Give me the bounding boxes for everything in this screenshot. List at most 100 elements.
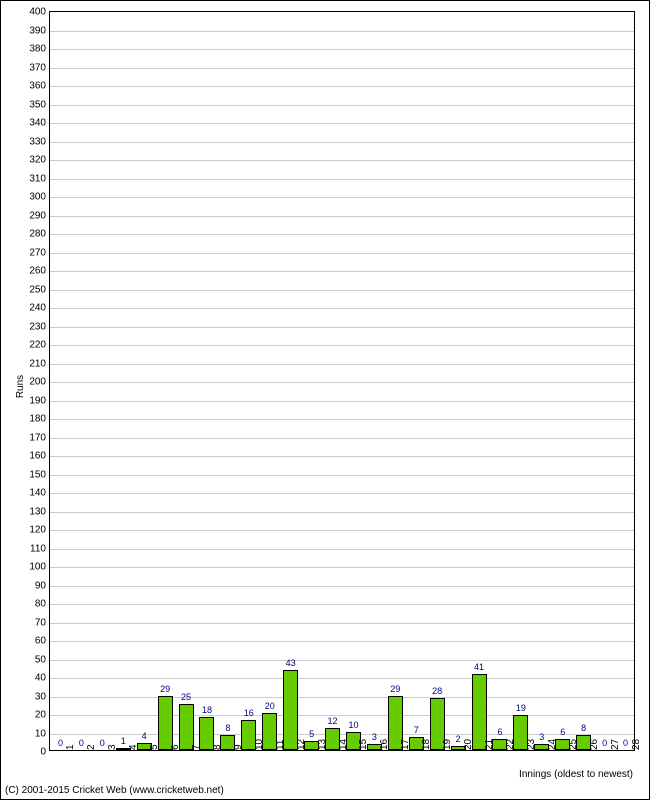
bar-value-label: 1 <box>121 736 126 746</box>
grid-line <box>50 86 634 87</box>
grid-line <box>50 364 634 365</box>
bar-value-label: 43 <box>286 658 296 668</box>
y-tick-label: 390 <box>29 25 50 36</box>
grid-line <box>50 327 634 328</box>
y-tick-label: 310 <box>29 173 50 184</box>
grid-line <box>50 641 634 642</box>
y-tick-label: 140 <box>29 488 50 499</box>
bar-value-label: 4 <box>142 731 147 741</box>
x-tick-label: 2 <box>84 744 97 750</box>
y-tick-label: 130 <box>29 506 50 517</box>
y-tick-label: 100 <box>29 562 50 573</box>
y-tick-label: 190 <box>29 395 50 406</box>
grid-line <box>50 68 634 69</box>
grid-line <box>50 512 634 513</box>
grid-line <box>50 697 634 698</box>
bar-value-label: 5 <box>309 729 314 739</box>
copyright-text: (C) 2001-2015 Cricket Web (www.cricketwe… <box>5 785 224 796</box>
bar-value-label: 16 <box>244 708 254 718</box>
bar-value-label: 6 <box>560 727 565 737</box>
grid-line <box>50 123 634 124</box>
chart-container: 0102030405060708090100110120130140150160… <box>0 0 650 800</box>
y-tick-label: 320 <box>29 155 50 166</box>
grid-line <box>50 734 634 735</box>
bar-value-label: 0 <box>602 738 607 748</box>
grid-line <box>50 216 634 217</box>
grid-line <box>50 715 634 716</box>
y-tick-label: 10 <box>35 728 50 739</box>
grid-line <box>50 678 634 679</box>
y-tick-label: 200 <box>29 377 50 388</box>
y-tick-label: 280 <box>29 229 50 240</box>
grid-line <box>50 142 634 143</box>
y-tick-label: 90 <box>35 580 50 591</box>
grid-line <box>50 419 634 420</box>
y-tick-label: 120 <box>29 525 50 536</box>
bar <box>158 696 173 750</box>
x-tick-label: 1 <box>63 744 76 750</box>
bar-value-label: 2 <box>456 734 461 744</box>
grid-line <box>50 604 634 605</box>
y-tick-label: 350 <box>29 99 50 110</box>
y-tick-label: 220 <box>29 340 50 351</box>
grid-line <box>50 493 634 494</box>
y-tick-label: 370 <box>29 62 50 73</box>
y-tick-label: 110 <box>30 543 50 554</box>
grid-line <box>50 160 634 161</box>
bar-value-label: 41 <box>474 662 484 672</box>
grid-line <box>50 530 634 531</box>
y-tick-label: 290 <box>29 210 50 221</box>
grid-line <box>50 623 634 624</box>
y-tick-label: 70 <box>35 617 50 628</box>
grid-line <box>50 234 634 235</box>
y-tick-label: 230 <box>29 321 50 332</box>
x-tick-label: 26 <box>587 739 600 750</box>
grid-line <box>50 31 634 32</box>
grid-line <box>50 105 634 106</box>
grid-line <box>50 567 634 568</box>
y-tick-label: 240 <box>29 303 50 314</box>
grid-line <box>50 401 634 402</box>
grid-line <box>50 308 634 309</box>
grid-line <box>50 49 634 50</box>
plot-area: 0102030405060708090100110120130140150160… <box>49 11 635 751</box>
y-tick-label: 250 <box>29 284 50 295</box>
y-tick-label: 150 <box>29 469 50 480</box>
grid-line <box>50 271 634 272</box>
y-tick-label: 330 <box>29 136 50 147</box>
bar-value-label: 8 <box>581 723 586 733</box>
bar-value-label: 18 <box>202 705 212 715</box>
y-tick-label: 300 <box>29 192 50 203</box>
x-tick-label: 28 <box>629 739 642 750</box>
y-tick-label: 180 <box>29 414 50 425</box>
grid-line <box>50 456 634 457</box>
bar-value-label: 28 <box>432 686 442 696</box>
y-tick-label: 0 <box>40 747 50 758</box>
grid-line <box>50 438 634 439</box>
bar-value-label: 25 <box>181 692 191 702</box>
y-tick-label: 40 <box>35 673 50 684</box>
y-tick-label: 50 <box>35 654 50 665</box>
bar-value-label: 20 <box>265 701 275 711</box>
y-tick-label: 270 <box>29 247 50 258</box>
bar-value-label: 3 <box>539 732 544 742</box>
bar-value-label: 29 <box>390 684 400 694</box>
bar-value-label: 12 <box>328 716 338 726</box>
bar-value-label: 6 <box>497 727 502 737</box>
y-tick-label: 260 <box>29 266 50 277</box>
bar-value-label: 19 <box>516 703 526 713</box>
y-tick-label: 170 <box>29 432 50 443</box>
y-tick-label: 380 <box>29 44 50 55</box>
grid-line <box>50 382 634 383</box>
bar-value-label: 29 <box>160 684 170 694</box>
grid-line <box>50 197 634 198</box>
grid-line <box>50 345 634 346</box>
grid-line <box>50 549 634 550</box>
y-tick-label: 30 <box>35 691 50 702</box>
grid-line <box>50 475 634 476</box>
bar-value-label: 7 <box>414 725 419 735</box>
x-axis-title: Innings (oldest to newest) <box>519 769 633 780</box>
bar-value-label: 10 <box>348 720 358 730</box>
grid-line <box>50 179 634 180</box>
grid-line <box>50 253 634 254</box>
